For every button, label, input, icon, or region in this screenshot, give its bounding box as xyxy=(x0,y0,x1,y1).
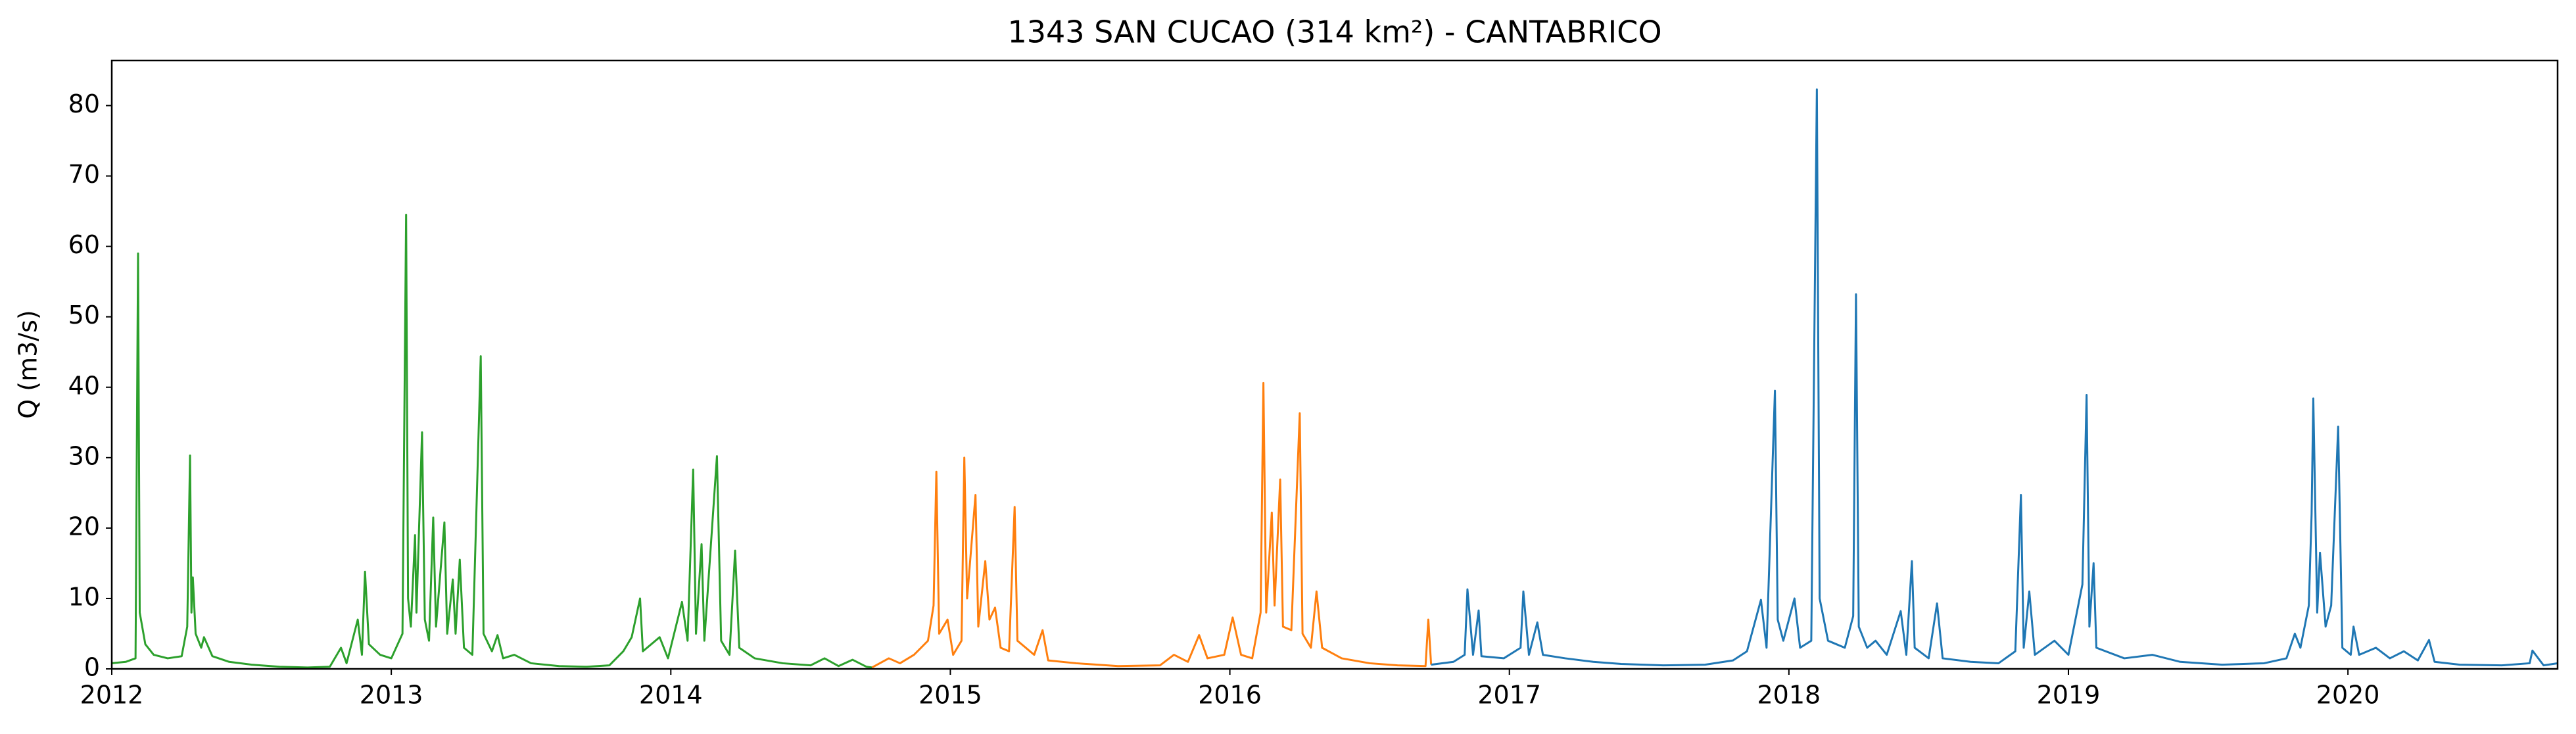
x-tick-label: 2019 xyxy=(2037,681,2101,710)
chart-title: 1343 SAN CUCAO (314 km²) - CANTABRICO xyxy=(1007,14,1661,50)
x-tick-label: 2013 xyxy=(360,681,423,710)
plot-area xyxy=(112,88,2558,669)
plot-frame xyxy=(110,59,2559,670)
y-tick-label: 10 xyxy=(68,582,100,611)
y-tick-label: 0 xyxy=(84,653,100,682)
x-tick-label: 2018 xyxy=(1757,681,1821,710)
data-line xyxy=(112,213,872,669)
y-tick-label: 20 xyxy=(68,512,100,541)
y-tick-label: 60 xyxy=(68,230,100,259)
y-axis-label: Q (m3/s) xyxy=(14,310,43,418)
y-tick-label: 30 xyxy=(68,441,100,470)
x-tick-label: 2017 xyxy=(1477,681,1541,710)
x-tick-label: 2020 xyxy=(2316,681,2380,710)
y-tick-label: 80 xyxy=(68,89,100,118)
x-tick-label: 2012 xyxy=(80,681,144,710)
x-tick-label: 2015 xyxy=(918,681,982,710)
y-tick-label: 70 xyxy=(68,160,100,189)
x-tick-label: 2016 xyxy=(1198,681,1262,710)
data-line xyxy=(871,381,1433,669)
data-line xyxy=(1431,88,2558,667)
x-tick-label: 2014 xyxy=(639,681,703,710)
y-tick-label: 40 xyxy=(68,371,100,400)
y-tick-label: 50 xyxy=(68,301,100,330)
